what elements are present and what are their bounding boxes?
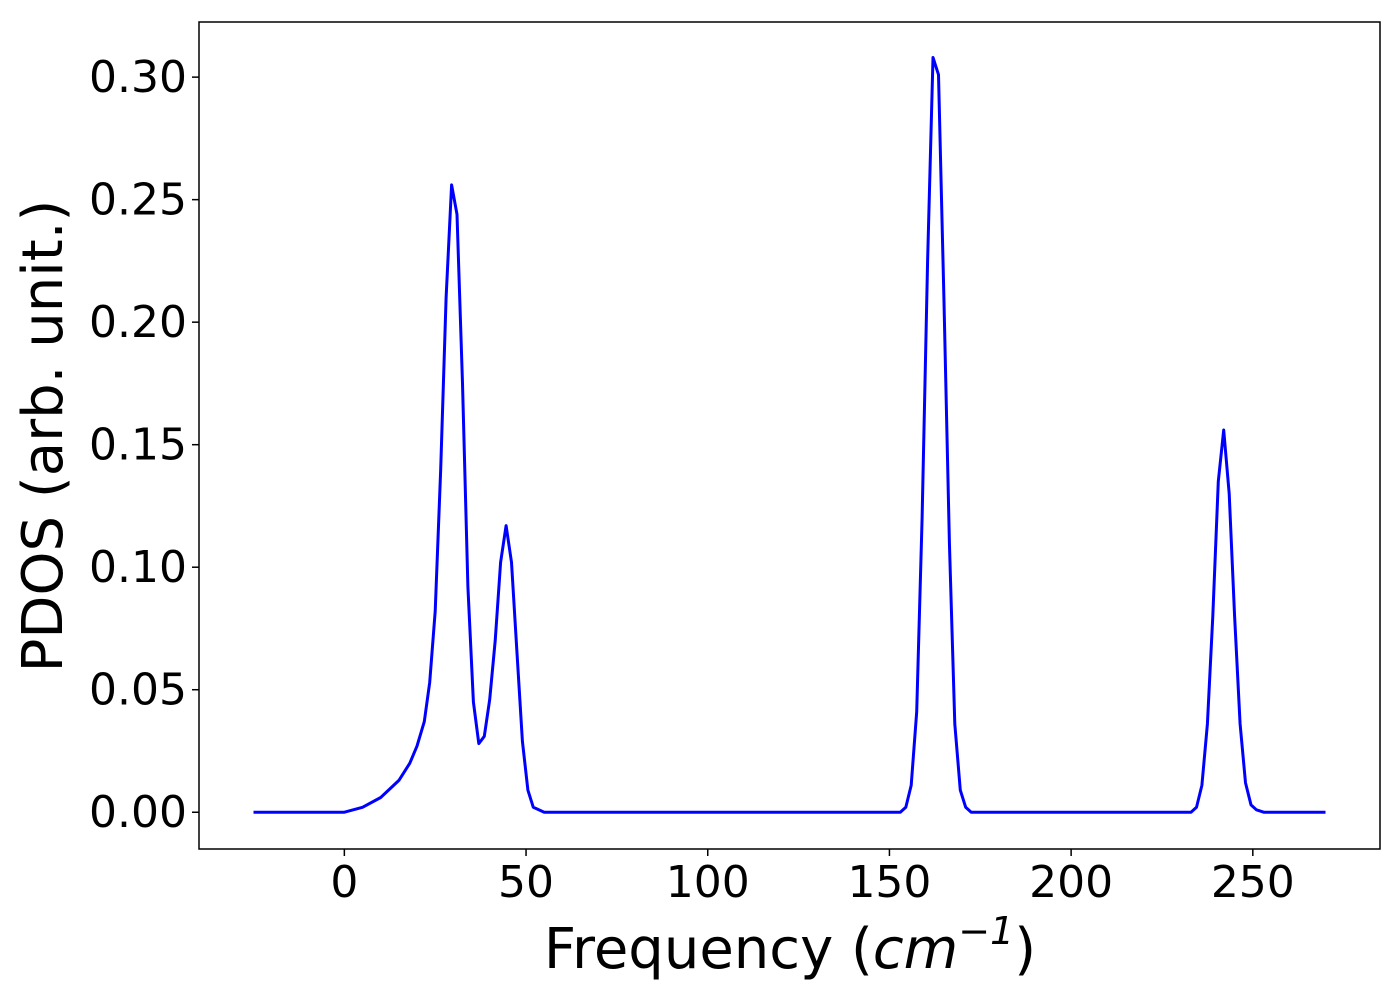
x-tick-label: 0 xyxy=(330,857,358,908)
x-axis-label: Frequency (cm−1) xyxy=(544,909,1036,982)
x-tick-label: 150 xyxy=(847,857,931,908)
plot-frame xyxy=(198,21,1381,850)
x-axis-label-exponent: −1 xyxy=(958,909,1014,953)
y-tick-label: 0.00 xyxy=(89,787,187,838)
x-tick-label: 250 xyxy=(1211,857,1295,908)
x-axis-ticks: 0 50 100 150 200 250 xyxy=(330,849,1295,908)
x-axis-label-math: cm xyxy=(873,917,958,982)
pdos-line xyxy=(253,56,1326,814)
y-tick-label: 0.05 xyxy=(89,665,187,716)
y-axis-label: PDOS (arb. unit.) xyxy=(11,200,76,673)
x-tick-label: 200 xyxy=(1029,857,1113,908)
y-tick-label: 0.30 xyxy=(89,52,187,103)
y-axis-ticks: 0.00 0.05 0.10 0.15 0.20 0.25 0.30 xyxy=(89,52,199,838)
y-tick-label: 0.10 xyxy=(89,542,187,593)
x-axis-label-close: ) xyxy=(1014,917,1036,982)
y-tick-label: 0.15 xyxy=(89,420,187,471)
x-tick-label: 100 xyxy=(666,857,750,908)
x-axis-label-text: Frequency ( xyxy=(544,917,873,982)
y-tick-label: 0.25 xyxy=(89,175,187,226)
x-tick-label: 50 xyxy=(498,857,554,908)
y-tick-label: 0.20 xyxy=(89,297,187,348)
